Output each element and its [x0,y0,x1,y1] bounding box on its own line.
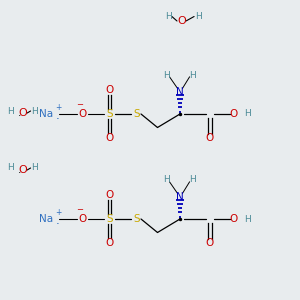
Text: O: O [105,133,114,143]
Text: ·: · [18,111,21,122]
Text: Na: Na [39,214,54,224]
Text: N: N [176,191,184,202]
Text: H: H [163,70,170,80]
Text: H: H [165,12,171,21]
Text: H: H [163,176,170,184]
Text: +: + [55,208,61,217]
Text: O: O [230,109,238,119]
Text: H: H [244,110,251,118]
Text: S: S [133,214,140,224]
Text: O: O [78,109,87,119]
Text: O: O [78,214,87,224]
Text: S: S [106,214,113,224]
Text: S: S [106,109,113,119]
Text: S: S [133,109,140,119]
Text: H: H [31,106,38,116]
Text: O: O [105,85,114,95]
Text: H: H [189,176,195,184]
Text: −: − [76,206,83,214]
Text: H: H [195,12,201,21]
Text: O: O [230,214,238,224]
Text: +: + [55,103,61,112]
Text: ·: · [56,113,60,126]
Text: O: O [105,190,114,200]
Text: O: O [105,238,114,248]
Text: H: H [189,70,195,80]
Text: −: − [76,100,83,109]
Text: ·: · [18,168,21,178]
Text: O: O [18,108,27,118]
Text: H: H [31,164,38,172]
Text: ·: · [56,218,60,231]
Text: Na: Na [39,109,54,119]
Text: O: O [206,238,214,248]
Text: H: H [7,164,14,172]
Text: O: O [18,165,27,175]
Text: N: N [176,86,184,97]
Text: O: O [177,16,186,26]
Text: H: H [244,214,251,224]
Text: O: O [206,133,214,143]
Text: H: H [7,106,14,116]
